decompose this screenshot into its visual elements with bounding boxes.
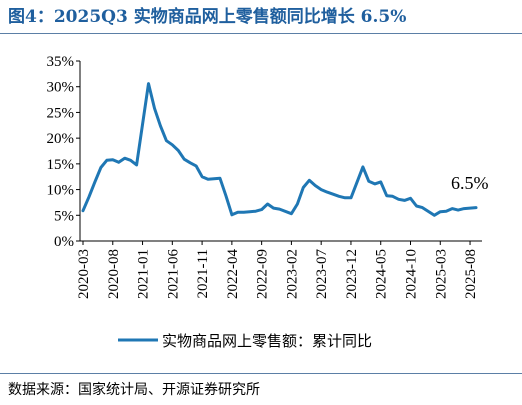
y-tick-label: 10% <box>47 183 75 199</box>
x-axis: 2020-03 2020-08 2021-01 2021-06 2021-11 2022-… <box>76 240 482 299</box>
x-tick-label: 2020-08 <box>106 249 122 299</box>
latest-value-annotation: 6.5% <box>451 173 489 193</box>
x-tick-label: 2021-01 <box>136 249 152 299</box>
x-tick-label: 2023-12 <box>344 249 360 299</box>
y-tick-label: 30% <box>47 80 75 96</box>
x-tick-label: 2021-06 <box>165 249 181 299</box>
y-axis: 0% 5% 10% 15% 20% 25% 30% 35% <box>47 54 81 250</box>
data-source: 数据来源：国家统计局、开源证券研究所 <box>8 382 260 398</box>
series-line <box>81 82 478 217</box>
x-tick-label: 2022-09 <box>255 249 271 299</box>
x-tick-label: 2024-10 <box>404 249 420 299</box>
x-tick-label: 2020-03 <box>76 249 92 299</box>
y-tick-label: 20% <box>47 131 75 147</box>
x-tick-label: 2025-03 <box>433 249 449 299</box>
x-tick-label: 2025-08 <box>463 249 479 299</box>
y-tick-label: 15% <box>47 157 75 173</box>
y-tick-label: 5% <box>54 208 74 224</box>
chart-svg: 0%5%10%15%20%25%30%35% 2020-03 2020-08 202… <box>47 54 489 350</box>
legend: 实物商品网上零售额：累计同比 <box>118 332 372 350</box>
y-tick-label: 25% <box>47 105 75 121</box>
y-tick-label: 0% <box>54 234 74 250</box>
source-divider <box>0 373 522 374</box>
x-tick-label: 2023-07 <box>314 249 330 299</box>
x-tick-label: 2024-05 <box>374 249 390 299</box>
legend-label: 实物商品网上零售额：累计同比 <box>162 332 372 350</box>
x-tick-label: 2021-11 <box>195 249 211 298</box>
chart-title: 图4：2025Q3 实物商品网上零售额同比增长 6.5% <box>8 7 407 27</box>
y-tick-label: 35% <box>47 54 75 70</box>
x-tick-label: 2022-04 <box>225 249 241 299</box>
title-divider <box>0 33 522 34</box>
x-tick-label: 2023-02 <box>284 249 300 299</box>
